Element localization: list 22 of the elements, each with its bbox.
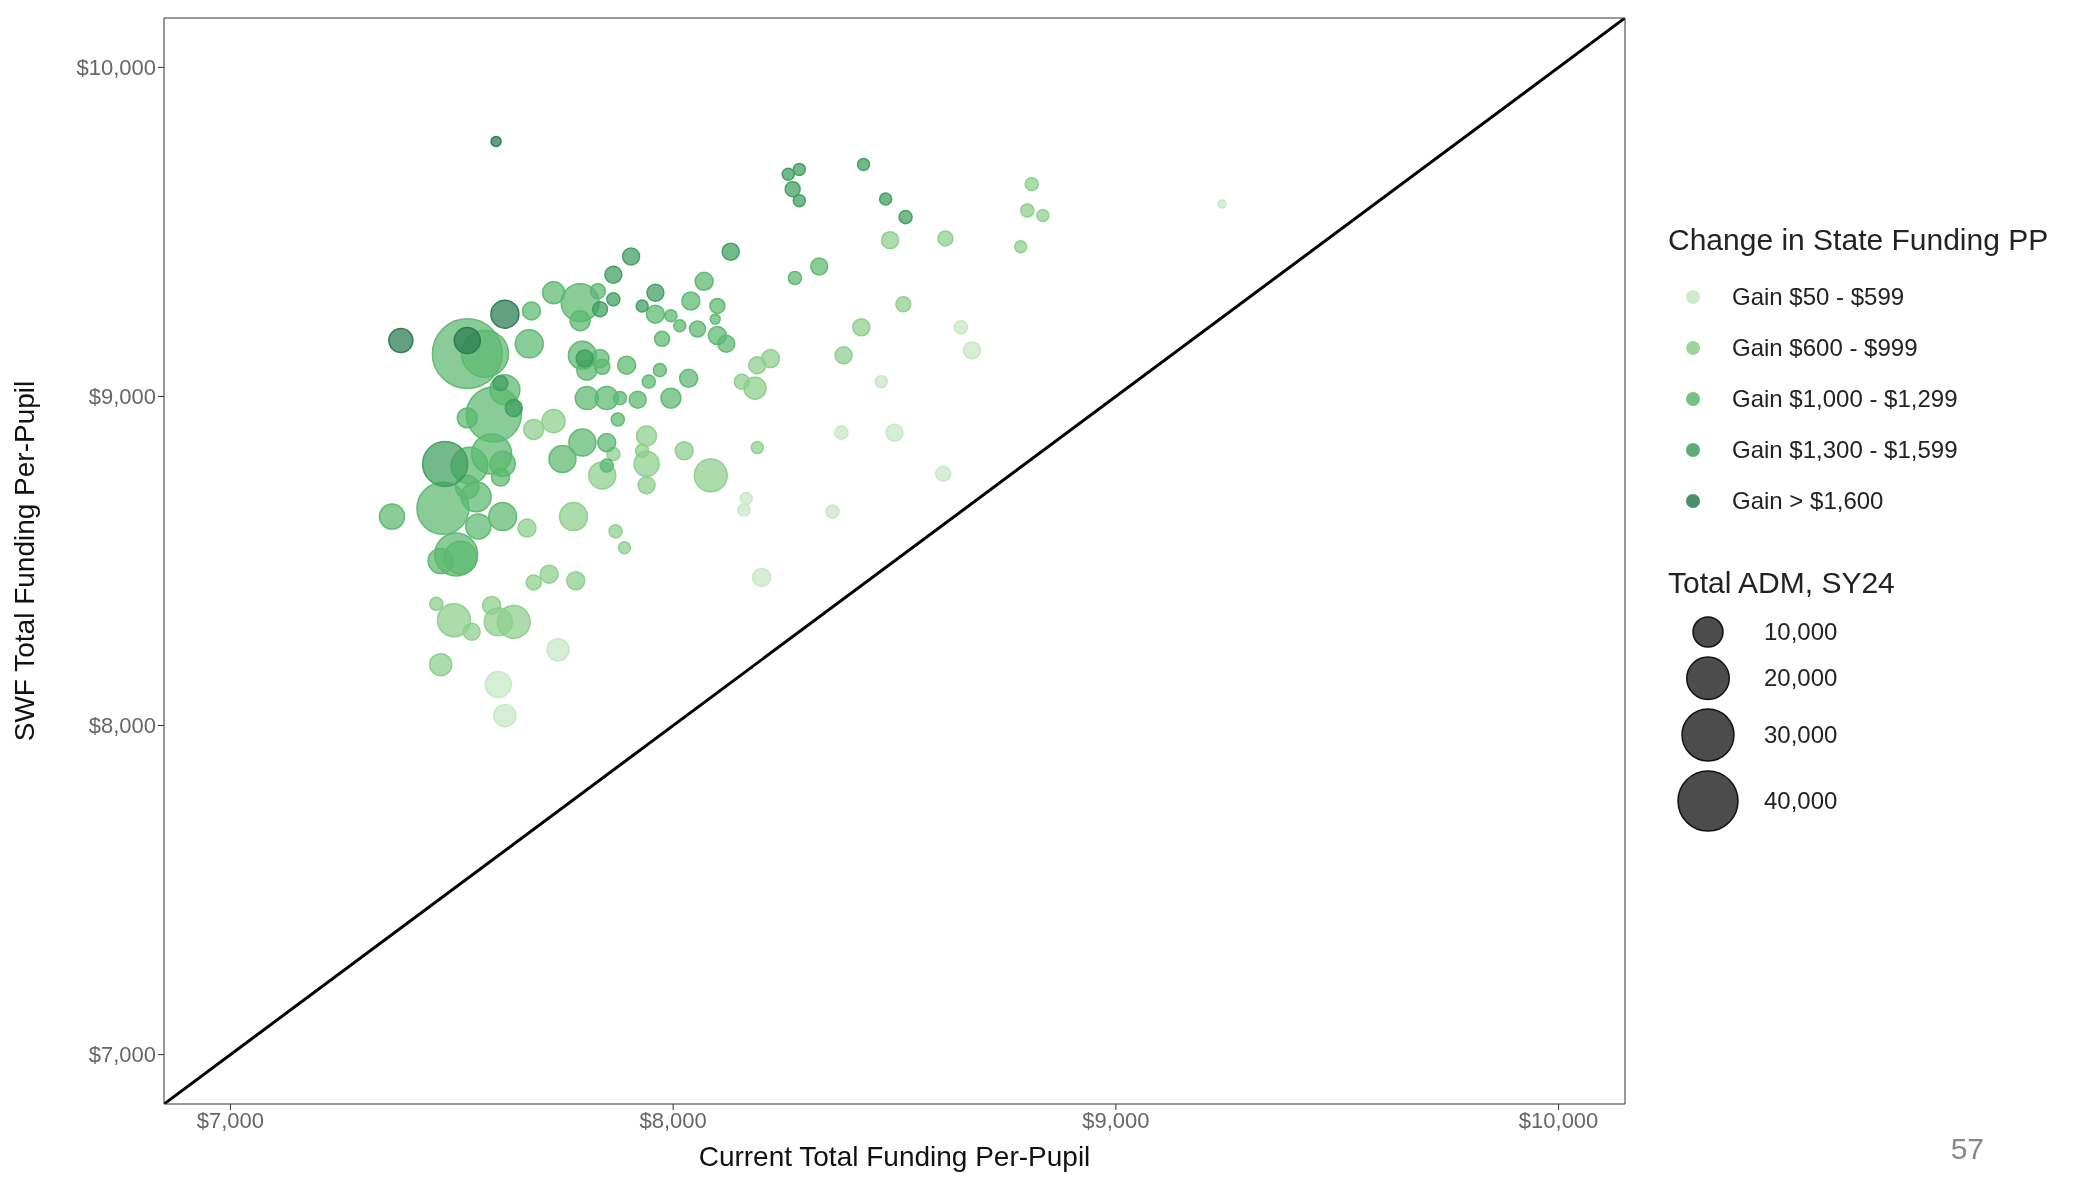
y-tick-label: $9,000 [88, 384, 156, 410]
x-tick-label: $10,000 [1518, 1107, 1599, 1133]
y-tick-label: $7,000 [88, 1042, 156, 1068]
legend-label: Gain $50 - $599 [1732, 282, 1905, 310]
text: Total ADM, SY24 [1668, 566, 1895, 599]
y-axis-title: SWF Total Funding Per-Pupil [8, 380, 40, 742]
legend-label: Gain $600 - $999 [1732, 333, 1918, 361]
y-tick-label: $8,000 [88, 713, 156, 739]
text: 57 [1950, 1132, 1984, 1165]
legend-label: 40,000 [1764, 787, 1838, 816]
y-tick-label: $10,000 [76, 55, 156, 81]
x-axis-title: Current Total Funding Per-Pupil [698, 1141, 1091, 1172]
x-tick-label: $7,000 [196, 1107, 265, 1133]
legend-title: Change in State Funding PP [1668, 223, 2049, 256]
legend-label: 10,000 [1764, 618, 1838, 646]
x-tick-label: $9,000 [1082, 1107, 1150, 1133]
legend-label: 30,000 [1764, 721, 1838, 750]
legend-label: Gain > $1,600 [1732, 486, 1884, 514]
legend-label: Gain $1,000 - $1,299 [1732, 384, 1958, 412]
legend-label: Gain $1,300 - $1,599 [1732, 435, 1958, 463]
legend-label: 20,000 [1764, 664, 1838, 693]
x-tick-label: $8,000 [639, 1107, 707, 1133]
